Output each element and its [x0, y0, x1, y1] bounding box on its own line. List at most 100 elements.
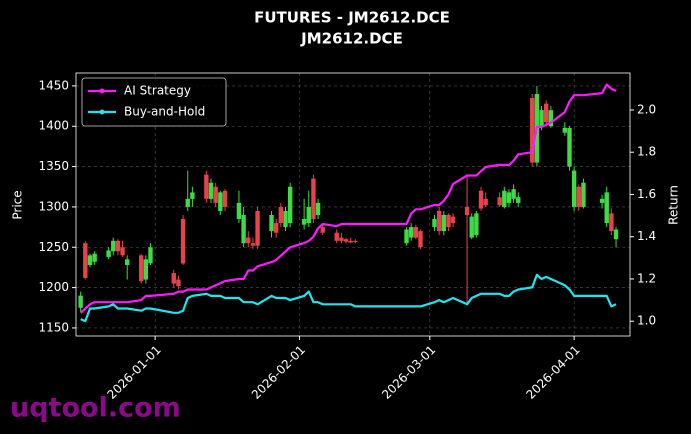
- candle-body: [311, 178, 316, 220]
- candle-body: [567, 127, 572, 167]
- y-tick-label: 1300: [38, 199, 69, 213]
- legend-marker: [99, 88, 105, 94]
- y2-axis-label: Return: [667, 185, 681, 225]
- candle-body: [483, 198, 488, 206]
- y-tick-label: 1200: [38, 280, 69, 294]
- candle-body: [148, 247, 153, 264]
- candle-body: [441, 214, 446, 232]
- y-tick-label: 1250: [38, 240, 69, 254]
- candle-body: [343, 239, 349, 242]
- candle-body: [143, 259, 149, 280]
- candle-body: [334, 232, 339, 241]
- candle-body: [413, 227, 419, 238]
- chart-title: FUTURES - JM2612.DCE: [254, 9, 450, 27]
- candle-body: [353, 240, 358, 242]
- candle-body: [213, 186, 218, 203]
- candle-body: [278, 206, 284, 224]
- candle-body: [581, 182, 586, 207]
- y-axis-label: Price: [11, 190, 25, 219]
- legend-label: Buy-and-Hold: [124, 105, 205, 119]
- candle-body: [185, 198, 190, 207]
- y-tick-label: 1400: [38, 119, 69, 133]
- candle-body: [315, 202, 321, 215]
- candle-body: [502, 190, 507, 207]
- legend-marker: [99, 109, 105, 115]
- legend: AI Strategy Buy-and-Hold: [81, 77, 227, 127]
- candle-body: [464, 206, 470, 215]
- candle-body: [320, 227, 325, 233]
- candle-body: [78, 295, 83, 308]
- candle-body: [222, 190, 228, 207]
- candle-body: [404, 229, 409, 244]
- series-line: [80, 273, 617, 323]
- candle-body: [450, 216, 456, 224]
- candle-body: [176, 279, 181, 286]
- candle-body: [609, 213, 614, 232]
- candle-body: [87, 255, 93, 266]
- candle-body: [539, 110, 544, 127]
- candle-body: [613, 229, 619, 240]
- candle-body: [530, 98, 535, 163]
- candle-body: [348, 240, 353, 243]
- y-tick-label: 1450: [38, 78, 69, 92]
- candle-body: [120, 247, 125, 256]
- chart-subtitle: JM2612.DCE: [300, 30, 403, 48]
- candle-body: [92, 253, 97, 262]
- legend-box: [81, 77, 227, 127]
- candle-body: [115, 240, 121, 252]
- candle-body: [287, 186, 293, 224]
- series-line: [79, 83, 617, 314]
- candle-body: [339, 237, 344, 241]
- candle-body: [599, 198, 605, 203]
- candle-body: [250, 243, 256, 246]
- candle-body: [516, 197, 521, 203]
- candle-body: [246, 237, 251, 244]
- y2-tick-label: 1.6: [637, 187, 656, 201]
- candle-body: [204, 174, 209, 199]
- candle-body: [269, 214, 274, 232]
- candle-body: [283, 210, 288, 228]
- candle-body: [106, 250, 111, 257]
- candle-body: [544, 103, 549, 123]
- candle-body: [171, 273, 176, 284]
- candle-body: [306, 206, 311, 224]
- candle-body: [548, 110, 554, 127]
- candle-body: [408, 227, 414, 238]
- candle-body: [469, 216, 474, 238]
- candle-body: [562, 127, 568, 133]
- candle-body: [241, 214, 246, 244]
- candle-body: [436, 210, 442, 232]
- candle-body: [418, 231, 423, 248]
- candle-body: [218, 192, 223, 211]
- legend-label: AI Strategy: [124, 84, 191, 98]
- candle-body: [255, 210, 260, 246]
- candle-body: [478, 190, 484, 209]
- candle-body: [506, 192, 512, 203]
- candle-body: [83, 243, 88, 278]
- candle-body: [446, 214, 451, 228]
- candle-body: [111, 240, 116, 252]
- y2-tick-label: 1.0: [637, 314, 656, 328]
- y-tick-label: 1350: [38, 159, 69, 173]
- candle-body: [474, 213, 479, 236]
- candle-body: [180, 219, 186, 264]
- candle-body: [273, 223, 279, 233]
- candle-body: [432, 219, 437, 228]
- y2-tick-label: 1.2: [637, 271, 656, 285]
- candle-body: [576, 186, 581, 207]
- candle-body: [190, 192, 195, 199]
- candle-body: [301, 219, 307, 225]
- candle-body: [571, 170, 577, 207]
- candle-body: [236, 202, 242, 220]
- watermark: uqtool.com: [10, 393, 181, 424]
- candle-body: [604, 192, 609, 224]
- y2-tick-label: 1.4: [637, 229, 656, 243]
- candle-body: [208, 182, 214, 199]
- candle-body: [138, 255, 144, 282]
- plot-frame: [75, 72, 631, 337]
- y-tick-label: 1150: [38, 320, 69, 334]
- candle-body: [125, 259, 130, 266]
- y2-tick-label: 1.8: [637, 145, 656, 159]
